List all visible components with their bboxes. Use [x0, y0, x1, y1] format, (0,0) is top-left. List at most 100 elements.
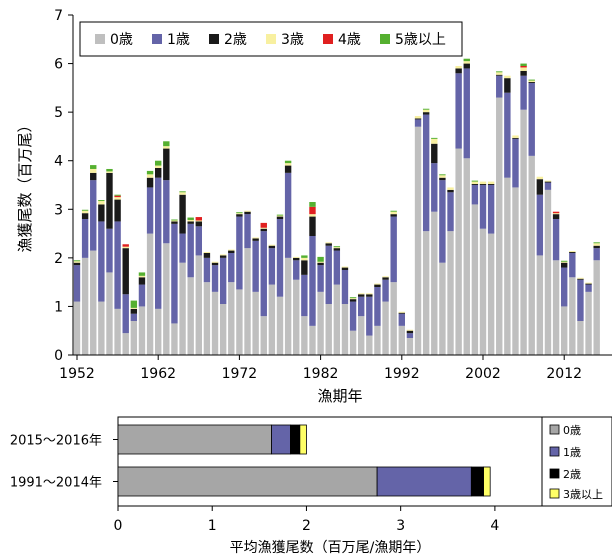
- top-legend-swatch: [266, 34, 276, 44]
- bar-2008-series-5: [528, 79, 535, 81]
- bar-1963-series-0: [163, 243, 170, 355]
- hbar-0-series-1: [271, 424, 291, 455]
- bar-1982-series-5: [317, 256, 324, 262]
- bar-1985-series-3: [341, 266, 349, 268]
- bar-1977-series-5: [276, 214, 284, 216]
- bar-1969-series-0: [211, 291, 219, 355]
- bar-1955-series-2: [98, 204, 105, 222]
- bar-1977-series-3: [276, 215, 284, 217]
- bar-1968-series-0: [203, 282, 211, 355]
- bar-1959-series-5: [130, 300, 138, 308]
- bar-1963-series-2: [163, 148, 170, 181]
- bar-2007-series-4: [520, 66, 527, 68]
- bar-1961-series-3: [146, 174, 154, 178]
- bar-1999-series-2: [455, 68, 462, 74]
- bar-1968-series-3: [203, 252, 211, 253]
- bar-1970-series-3: [219, 254, 227, 256]
- bar-2016-series-1: [593, 248, 600, 261]
- bar-2010-series-1: [544, 182, 552, 190]
- bar-1969-series-1: [211, 265, 219, 292]
- bottom-category-label: 2015〜2016年: [10, 434, 102, 449]
- bottom-x-tick-label: 1: [208, 518, 217, 534]
- bar-1994-series-2: [414, 118, 422, 120]
- bar-1997-series-0: [439, 262, 446, 355]
- bar-1972-series-5: [236, 212, 243, 214]
- bar-1992-series-0: [398, 325, 405, 355]
- bar-1978-series-1: [284, 172, 292, 258]
- bar-2005-series-2: [504, 78, 511, 93]
- bar-2016-series-3: [593, 243, 600, 246]
- bar-1959-series-0: [130, 321, 138, 355]
- top-x-tick-label: 1952: [59, 366, 95, 382]
- bar-1967-series-2: [195, 221, 202, 227]
- bar-2008-series-0: [528, 155, 535, 355]
- bar-1977-series-2: [276, 216, 284, 219]
- bar-1980-series-0: [301, 316, 308, 355]
- bar-1982-series-3: [317, 261, 324, 263]
- bar-1961-series-1: [146, 187, 154, 234]
- bar-2000-series-3: [463, 61, 470, 64]
- bar-1958-series-4: [122, 244, 129, 247]
- bar-2005-series-1: [504, 92, 511, 178]
- bar-2005-series-0: [504, 177, 511, 355]
- bar-1968-series-2: [203, 253, 211, 258]
- bar-1957-series-0: [114, 308, 121, 355]
- top-legend: 0歳 1歳 2歳 3歳 4歳 5歳以上: [79, 21, 463, 57]
- bar-2004-series-5: [496, 71, 503, 73]
- top-legend-swatch: [209, 34, 219, 44]
- bar-2001-series-1: [471, 185, 479, 205]
- bar-1988-series-2: [366, 294, 373, 297]
- bar-2012-series-1: [561, 267, 568, 307]
- bar-1953-series-2: [81, 213, 89, 219]
- bar-1981-series-5: [309, 202, 316, 207]
- bar-2005-series-3: [504, 75, 511, 79]
- bar-1964-series-3: [171, 220, 178, 222]
- bar-2004-series-1: [496, 75, 503, 98]
- bar-1976-series-2: [268, 245, 276, 249]
- bar-1972-series-3: [236, 213, 243, 215]
- bar-1958-series-3: [122, 246, 129, 249]
- bar-1991-series-2: [390, 214, 397, 217]
- bar-2006-series-0: [512, 187, 519, 355]
- bar-1987-series-3: [358, 293, 365, 295]
- bar-1996-series-0: [431, 211, 438, 355]
- bottom-x-tick-label: 0: [114, 518, 123, 534]
- top-x-axis-label: 漁期年: [317, 387, 362, 405]
- bar-2012-series-0: [561, 306, 568, 355]
- bar-1984-series-3: [333, 247, 341, 249]
- bar-2008-series-1: [528, 83, 535, 156]
- bar-1962-series-3: [155, 165, 162, 168]
- bar-1963-series-3: [163, 146, 170, 149]
- bottom-x-tick-label: 2: [302, 518, 311, 534]
- hbar-1-series-3: [483, 466, 491, 497]
- bar-1999-series-1: [455, 73, 462, 149]
- bottom-legend-swatch: [549, 468, 560, 479]
- bar-1958-series-2: [122, 248, 129, 295]
- bar-1970-series-1: [219, 257, 227, 304]
- top-x-ticks: 1952 1962 1972 1982 1992 2002 2012: [59, 355, 582, 382]
- bar-1989-series-1: [374, 287, 381, 326]
- bar-2011-series-3: [552, 213, 560, 215]
- bar-2010-series-0: [544, 189, 552, 355]
- bar-1983-series-0: [325, 304, 332, 355]
- bar-1999-series-3: [455, 66, 462, 69]
- bar-1973-series-2: [244, 211, 251, 215]
- bar-2002-series-1: [479, 185, 487, 229]
- bar-1965-series-3: [179, 192, 186, 195]
- bar-1979-series-1: [293, 260, 300, 280]
- bar-1954-series-1: [90, 180, 97, 251]
- bar-1981-series-0: [309, 325, 316, 355]
- top-legend-swatch: [380, 34, 390, 44]
- top-x-tick-label: 1992: [384, 366, 420, 382]
- bar-1989-series-0: [374, 325, 381, 355]
- bar-1992-series-2: [398, 312, 405, 314]
- bar-1991-series-5: [390, 210, 397, 212]
- bar-1991-series-1: [390, 216, 397, 283]
- bottom-legend-swatch: [549, 424, 560, 435]
- bar-2002-series-2: [479, 184, 487, 185]
- bar-1973-series-3: [244, 210, 251, 212]
- bar-2006-series-1: [512, 138, 519, 188]
- top-legend-label: 0歳: [110, 32, 133, 48]
- bar-1964-series-0: [171, 323, 178, 355]
- bar-1987-series-2: [358, 294, 365, 297]
